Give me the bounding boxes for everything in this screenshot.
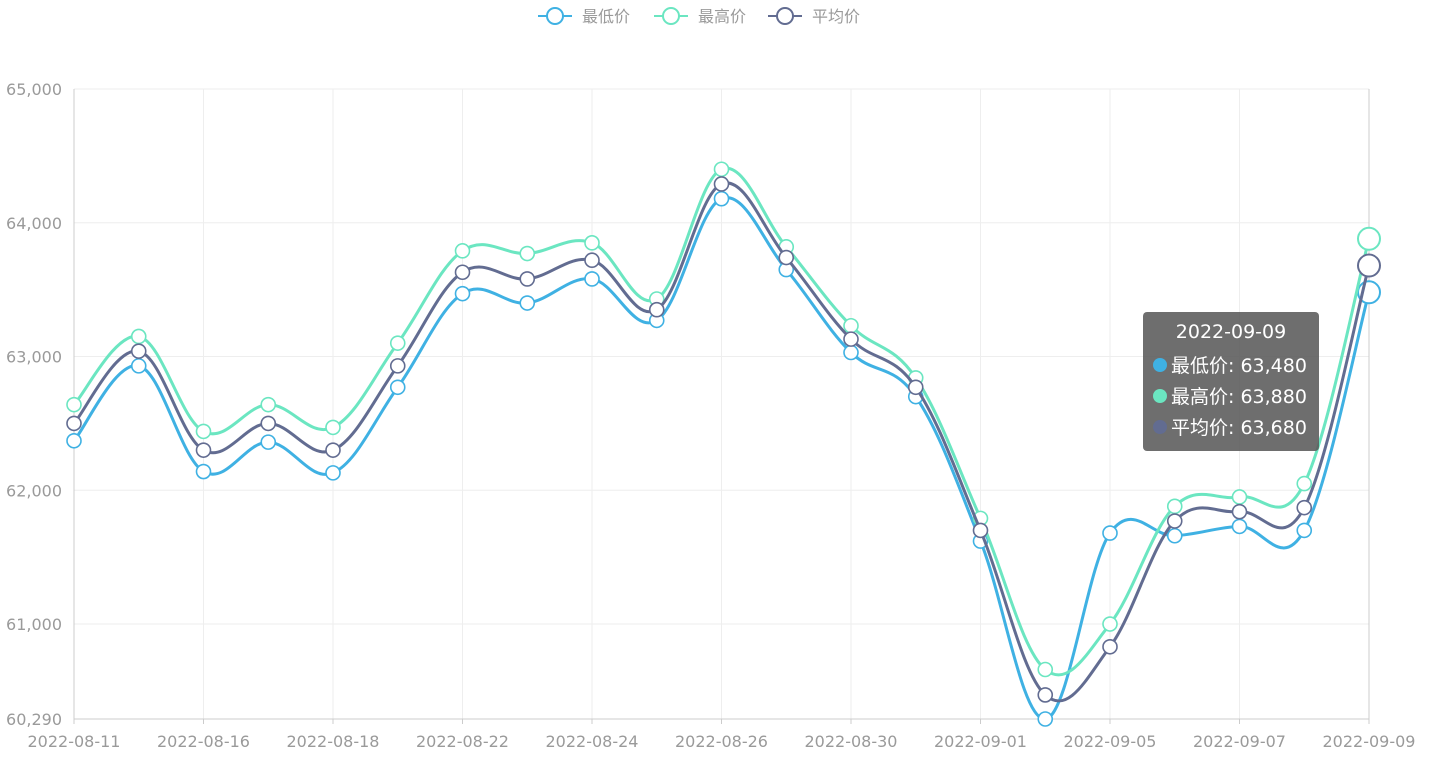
legend-icon-low [546, 7, 564, 25]
data-point-low [1296, 522, 1313, 539]
x-tick-label: 2022-09-05 [1064, 732, 1157, 751]
data-point-high [389, 335, 406, 351]
data-point-low [1102, 525, 1118, 541]
x-tick-label: 2022-09-07 [1193, 732, 1286, 751]
data-point-avg [519, 271, 536, 287]
x-tick-label: 2022-08-24 [546, 732, 639, 751]
data-point-avg [260, 415, 277, 432]
data-point-avg [843, 331, 859, 347]
data-point-avg [778, 249, 795, 266]
data-point-avg [1357, 253, 1381, 278]
data-point-high [66, 396, 82, 413]
data-point-low [843, 344, 859, 361]
chart-tooltip: 2022-09-09 最低价: 63,480 最高价: 63,880 平均价: … [1143, 312, 1319, 451]
data-point-high [260, 396, 277, 413]
x-tick-label: 2022-08-22 [416, 732, 509, 751]
legend-label-high: 最高价 [698, 7, 746, 26]
data-point-high [195, 423, 212, 440]
data-point-low [130, 358, 147, 374]
legend-item-high[interactable]: 最高价 [654, 7, 746, 26]
data-point-low [584, 271, 600, 287]
data-point-low [519, 295, 536, 311]
data-point-low [195, 463, 212, 480]
data-point-avg [1231, 503, 1248, 520]
data-point-low [1231, 518, 1248, 535]
data-point-high [584, 235, 600, 251]
data-point-high [713, 161, 730, 178]
data-point-low [389, 379, 406, 396]
x-tick-label: 2022-08-26 [675, 732, 768, 751]
data-point-avg [130, 343, 147, 359]
data-point-high [130, 328, 147, 345]
legend: 最低价 最高价 平均价 [538, 7, 860, 26]
data-point-low [454, 285, 471, 302]
data-point-high [1296, 475, 1313, 492]
legend-icon-high [662, 7, 680, 25]
tooltip-row-avg: 平均价: 63,680 [1153, 411, 1309, 442]
data-point-avg [195, 442, 212, 458]
tooltip-label-high: 最高价: 63,880 [1171, 386, 1307, 408]
data-point-high [1231, 489, 1248, 505]
y-tick-label: 61,000 [6, 615, 62, 634]
data-point-high [843, 317, 859, 334]
legend-icon-avg [776, 7, 794, 25]
data-point-avg [1102, 638, 1118, 655]
legend-item-avg[interactable]: 平均价 [768, 7, 860, 26]
data-point-low [1166, 527, 1183, 544]
legend-label-avg: 平均价 [812, 7, 860, 26]
tooltip-label-avg: 平均价: 63,680 [1171, 417, 1307, 439]
y-tick-label: 62,000 [6, 481, 62, 500]
data-point-low [260, 434, 277, 450]
data-point-avg [454, 264, 471, 281]
data-point-low [325, 465, 341, 481]
tooltip-dot-low [1153, 357, 1167, 372]
x-tick-label: 2022-09-09 [1323, 732, 1416, 751]
data-point-avg [584, 252, 600, 269]
data-point-high [1037, 661, 1054, 678]
x-tick-label: 2022-09-01 [934, 732, 1027, 751]
legend-item-low[interactable]: 最低价 [538, 7, 630, 26]
data-point-avg [1037, 687, 1054, 703]
tooltip-row-high: 最高价: 63,880 [1153, 380, 1309, 411]
data-point-avg [1296, 499, 1313, 516]
data-point-avg [389, 358, 406, 374]
data-point-high [1102, 616, 1118, 632]
legend-label-low: 最低价 [582, 7, 630, 26]
tooltip-dot-avg [1153, 419, 1167, 434]
tooltip-label-low: 最低价: 63,480 [1171, 355, 1307, 377]
x-tick-label: 2022-08-18 [287, 732, 380, 751]
data-point-low [713, 190, 730, 207]
data-point-avg [325, 442, 341, 458]
tooltip-row-low: 最低价: 63,480 [1153, 349, 1309, 380]
data-point-high [454, 243, 471, 259]
y-tick-label: 64,000 [6, 214, 62, 233]
x-tick-label: 2022-08-30 [805, 732, 898, 751]
tooltip-dot-high [1153, 388, 1167, 403]
data-point-low [1037, 711, 1054, 727]
data-point-high [1166, 498, 1183, 515]
data-point-high [1357, 226, 1381, 251]
x-tick-label: 2022-08-11 [28, 732, 121, 751]
y-tick-label: 63,000 [6, 348, 62, 367]
data-point-avg [648, 301, 665, 318]
y-tick-label: 65,000 [6, 80, 62, 99]
data-point-avg [713, 176, 730, 192]
data-point-avg [907, 379, 924, 396]
data-point-high [325, 419, 341, 436]
data-point-avg [66, 415, 82, 432]
data-point-avg [972, 522, 989, 539]
data-point-low [66, 432, 82, 449]
data-point-high [519, 245, 536, 262]
tooltip-title: 2022-09-09 [1175, 321, 1287, 343]
data-point-avg [1166, 513, 1183, 529]
y-tick-label: 60,290 [6, 710, 62, 729]
x-tick-label: 2022-08-16 [157, 732, 250, 751]
